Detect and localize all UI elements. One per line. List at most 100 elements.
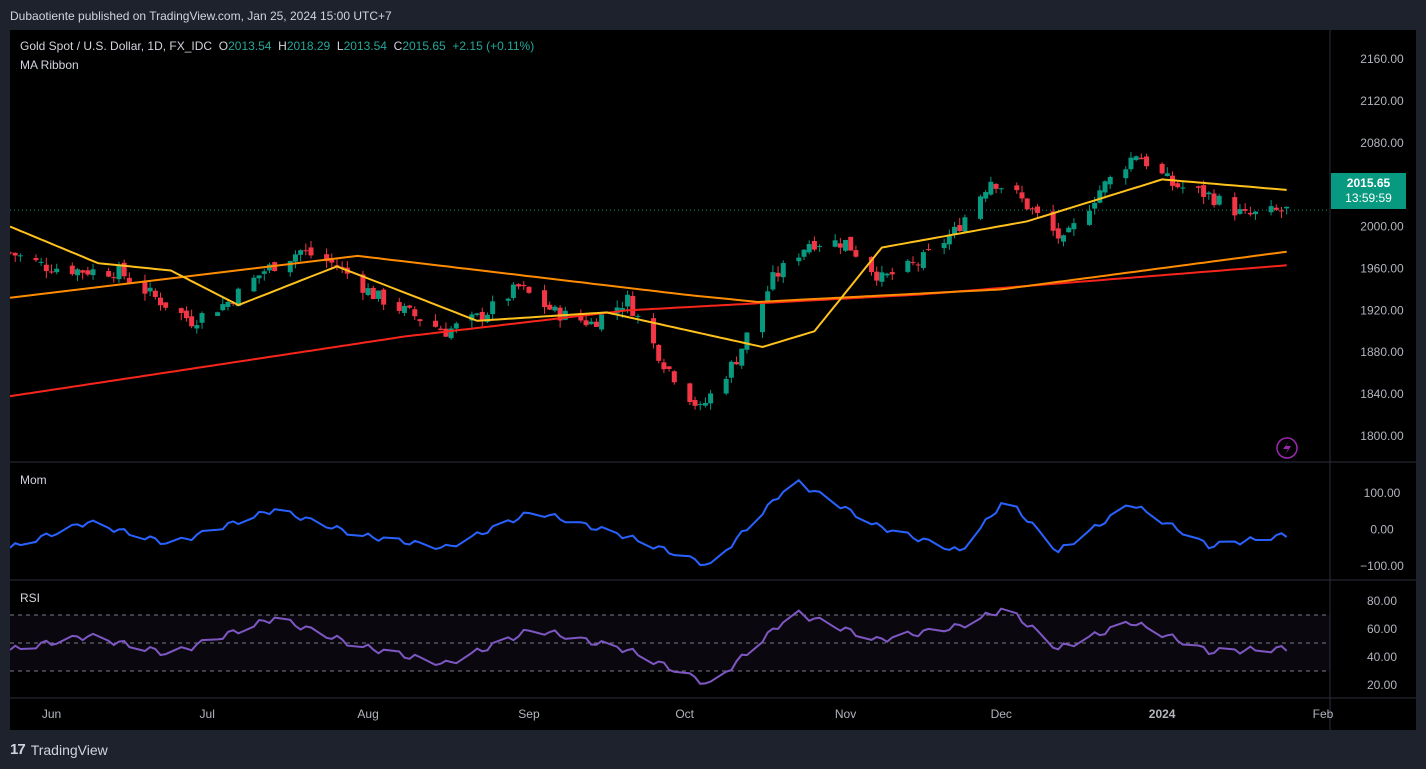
candle-body [261, 271, 267, 274]
candle-body [360, 274, 366, 293]
candle-body [490, 301, 496, 315]
candle-body [806, 244, 812, 253]
candle-body [723, 378, 729, 394]
candle-body [1138, 157, 1144, 160]
candle-body [225, 302, 231, 307]
candle-body [889, 272, 895, 275]
candle-body [396, 302, 402, 311]
candle-body [796, 257, 802, 262]
close-value: 2015.65 [402, 39, 446, 53]
candle-body [33, 257, 39, 261]
ma-slow-line [10, 264, 1287, 398]
candle-body [298, 250, 304, 255]
candle-body [54, 268, 60, 273]
candle-body [220, 304, 226, 311]
candle-body [189, 316, 195, 327]
brand-name: TradingView [30, 741, 108, 758]
candle-body [38, 261, 44, 263]
candle-body [1144, 156, 1150, 167]
rsi-tick-label: 60.00 [1367, 622, 1397, 636]
candle-body [1268, 206, 1274, 213]
candle-body [614, 307, 620, 314]
candle-body [147, 287, 153, 292]
candle-body [1055, 228, 1061, 239]
candle-body [1019, 192, 1025, 199]
high-value: 2018.29 [286, 39, 331, 53]
candle-body [256, 275, 262, 279]
close-label: C [393, 39, 403, 53]
candle-body [1195, 186, 1201, 188]
time-tick-label: Sep [518, 707, 540, 721]
rsi-band [10, 615, 1330, 671]
candle-body [1247, 212, 1253, 215]
rsi-line [10, 607, 1288, 685]
price-tick-label: 1800.00 [1360, 429, 1404, 443]
candle-body [69, 265, 75, 275]
candle-body [983, 192, 989, 199]
candle-body [407, 305, 413, 308]
time-tick-label: Feb [1313, 707, 1334, 721]
tradingview-logo[interactable]: 17 TradingView [10, 741, 108, 758]
chart-canvas[interactable]: 2160.002120.002080.002040.002000.001960.… [10, 30, 1416, 730]
chart-frame[interactable]: 2160.002120.002080.002040.002000.001960.… [10, 30, 1416, 730]
candle-body [215, 312, 221, 316]
candle-body [1128, 157, 1134, 170]
candle-body [381, 289, 387, 305]
candle-body [817, 246, 823, 248]
candle-body [1066, 227, 1072, 233]
lightning-bolt-icon [1283, 441, 1291, 455]
candle-body [946, 235, 952, 245]
candle-body [43, 264, 49, 272]
candle-body [1133, 156, 1139, 161]
mom-tick-label: 0.00 [1370, 523, 1394, 537]
candle-body [848, 236, 854, 251]
candle-body [583, 320, 589, 326]
candle-body [479, 311, 485, 321]
candle-body [915, 264, 921, 266]
candle-body [1253, 211, 1259, 215]
candle-body [941, 243, 947, 249]
candle-body [1232, 197, 1238, 216]
candle-body [12, 252, 18, 256]
candle-body [744, 332, 750, 350]
candle-body [303, 250, 309, 252]
candle-body [599, 314, 605, 330]
candle-body [401, 305, 407, 313]
candle-body [1164, 173, 1170, 177]
candle-body [199, 313, 205, 323]
candle-body [505, 298, 511, 301]
candle-body [292, 254, 298, 262]
candle-body [687, 383, 693, 403]
time-tick-label: Dec [991, 707, 1012, 721]
candle-body [651, 318, 657, 344]
candle-body [739, 348, 745, 366]
candle-body [1014, 185, 1020, 191]
candle-body [443, 328, 449, 337]
candle-body [1097, 190, 1103, 203]
price-tick-label: 2000.00 [1360, 220, 1404, 234]
candle-body [121, 262, 127, 277]
candle-body [588, 321, 594, 325]
ohlc-legend: Gold Spot / U.S. Dollar, 1D, FX_IDC O 201… [20, 39, 534, 53]
mom-tick-label: 100.00 [1364, 486, 1401, 500]
candle-body [1175, 183, 1181, 188]
candle-body [952, 226, 958, 234]
price-tick-label: 1840.00 [1360, 387, 1404, 401]
candle-body [905, 260, 911, 272]
candle-body [728, 361, 734, 378]
symbol-label: Gold Spot / U.S. Dollar, 1D, FX_IDC [20, 39, 213, 53]
price-tick-label: 2120.00 [1360, 94, 1404, 108]
candle-body [874, 271, 880, 281]
candle-body [1123, 169, 1129, 179]
indicator-label-rsi[interactable]: RSI [20, 591, 41, 605]
candle-body [287, 260, 293, 273]
open-label: O [218, 39, 229, 53]
candle-body [375, 290, 381, 299]
candle-body [593, 321, 599, 327]
candle-body [365, 288, 371, 295]
candle-body [521, 284, 527, 287]
candle-body [697, 404, 703, 406]
indicator-label-ma-ribbon[interactable]: MA Ribbon [20, 58, 79, 72]
candle-body [142, 280, 148, 294]
indicator-label-mom[interactable]: Mom [20, 473, 47, 487]
